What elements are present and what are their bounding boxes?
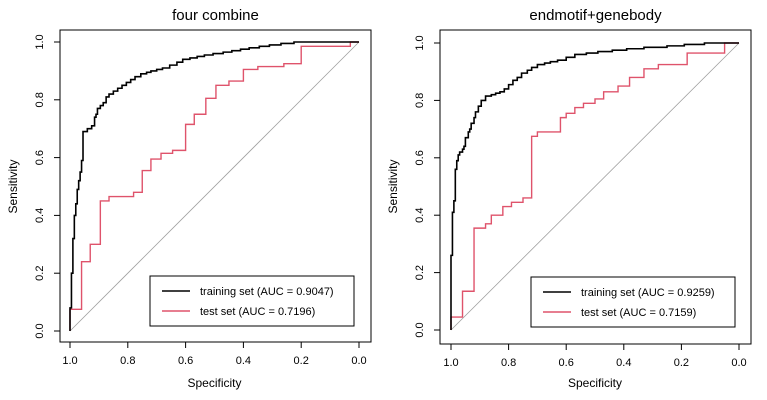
x-tick-label: 0.6 [178, 355, 193, 367]
x-tick-label: 1.0 [62, 355, 77, 367]
legend-label-training: training set (AUC = 0.9047) [200, 286, 334, 298]
legend-box [530, 276, 736, 328]
roc-panel-endmotif-genebody: endmotif+genebody 1.0 0.8 0.6 0.4 0.2 0.0 Speci… [386, 7, 752, 390]
legend-label-training: training set (AUC = 0.9259) [581, 287, 715, 299]
x-tick-label: 0.0 [351, 355, 366, 367]
legend-box [149, 275, 355, 327]
chart-title: four combine [172, 7, 259, 24]
x-axis-label: Specificity [568, 376, 622, 390]
legend-label-test: test set (AUC = 0.7159) [581, 307, 696, 319]
y-tick-label: 0.2 [414, 265, 426, 280]
y-tick-label: 0.8 [34, 92, 46, 107]
x-tick-label: 1.0 [443, 357, 458, 369]
x-tick-label: 0.4 [616, 357, 631, 369]
y-tick-label: 0.2 [34, 266, 46, 281]
y-tick-label: 0.0 [414, 322, 426, 337]
x-tick-label: 0.2 [674, 357, 689, 369]
series-line-training [69, 41, 359, 331]
y-tick-label: 0.0 [34, 323, 46, 338]
legend-label-test: test set (AUC = 0.7196) [200, 306, 315, 318]
y-tick-label: 0.4 [414, 208, 426, 223]
y-axis-label: Sensitivity [6, 159, 20, 213]
chart-title: endmotif+genebody [529, 7, 662, 24]
x-tick-label: 0.0 [731, 357, 746, 369]
y-axis-label: Sensitivity [386, 159, 400, 213]
y-tick-label: 1.0 [414, 35, 426, 50]
x-tick-label: 0.6 [559, 357, 574, 369]
y-tick-label: 1.0 [34, 34, 46, 49]
y-tick-label: 0.4 [34, 208, 46, 223]
series-line-test [69, 41, 359, 331]
roc-panel-four-combine: four combine 1.0 0.8 0.6 0.4 0.2 0.0 Specificit… [6, 7, 372, 390]
x-tick-label: 0.8 [120, 355, 135, 367]
y-tick-label: 0.6 [414, 150, 426, 165]
x-tick-label: 0.2 [294, 355, 309, 367]
y-tick-label: 0.6 [34, 150, 46, 165]
reference-diagonal [69, 41, 360, 332]
series-line-training [450, 42, 739, 330]
x-axis-label: Specificity [187, 376, 241, 390]
y-tick-label: 0.8 [414, 93, 426, 108]
x-tick-label: 0.8 [501, 357, 516, 369]
reference-diagonal [450, 42, 740, 331]
x-tick-label: 0.4 [236, 355, 251, 367]
series-line-test [450, 42, 739, 330]
